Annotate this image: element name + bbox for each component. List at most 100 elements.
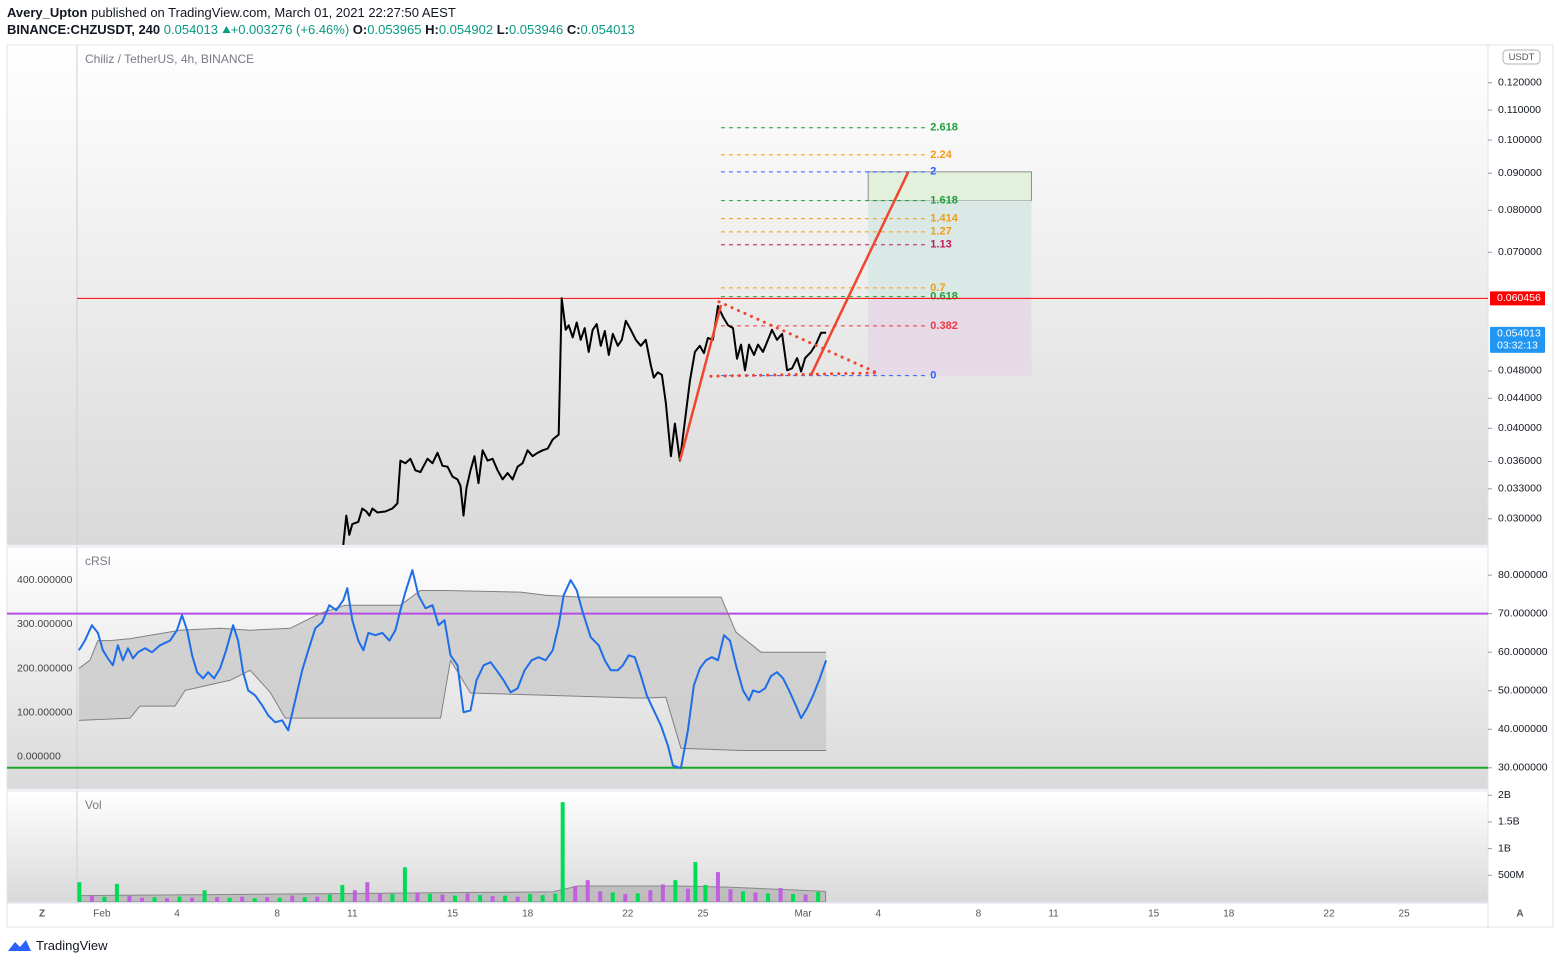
y-tick-label: 50.000000 [1498, 685, 1548, 697]
pane-title: cRSI [85, 554, 111, 568]
x-tick-label: 22 [1323, 909, 1335, 920]
fib-label: 2 [930, 166, 936, 178]
x-tick-label: 4 [875, 909, 881, 920]
volume-bar [327, 894, 332, 902]
band-line [78, 590, 827, 669]
price-label: 0.060456 [1497, 292, 1541, 304]
y-tick-label: 0.120000 [1498, 77, 1542, 89]
y-tick-label: 0.070000 [1498, 246, 1542, 258]
ohlc-value: 0.054902 [438, 22, 494, 37]
volume-bar [365, 882, 370, 902]
ohlc-value: 0.054013 [580, 22, 635, 37]
volume-bar [127, 896, 132, 902]
x-tick-label: 18 [522, 909, 534, 920]
y2-tick-label: 400.000000 [17, 574, 73, 586]
x-tick-label: 11 [1048, 909, 1059, 920]
volume-bar [89, 895, 94, 902]
y-tick-label: 0.044000 [1498, 392, 1542, 404]
volume-bar [440, 894, 445, 902]
volume-bar [573, 885, 578, 902]
volume-bar [693, 861, 698, 902]
volume-bar [227, 897, 232, 902]
last-price: 0.054013 [163, 22, 218, 37]
x-tick-label: 18 [1223, 909, 1235, 920]
y-tick-label: 500M [1498, 869, 1524, 881]
volume-bar [515, 896, 520, 902]
fib-label: 1.414 [930, 213, 958, 225]
volume-bar [791, 893, 796, 902]
fib-label: 2.24 [930, 149, 952, 161]
volume-bar [528, 893, 533, 902]
x-tick-label: 4 [174, 909, 180, 920]
y-tick-label: 60.000000 [1498, 646, 1548, 658]
x-tick-label: 25 [697, 909, 709, 920]
x-tick-label: 11 [347, 909, 358, 920]
pane-plot [7, 547, 1488, 789]
last-price-label: 0.054013 [1497, 328, 1541, 340]
volume-bar [503, 895, 508, 902]
y-tick-label: 1B [1498, 842, 1511, 854]
y2-tick-label: 300.000000 [17, 618, 73, 630]
volume-bar [540, 895, 545, 902]
unit-box [1502, 49, 1541, 65]
volume-bar [715, 872, 720, 902]
y-tick-label: 0.110000 [1498, 104, 1541, 116]
volume-bar [610, 892, 615, 902]
fib-label: 1.13 [930, 239, 951, 251]
ohlc-label: H: [425, 22, 439, 37]
volume-bar [803, 894, 808, 902]
brand: TradingView [36, 937, 108, 953]
x-tick-label: 25 [1399, 909, 1411, 920]
unit-label: USDT [1509, 52, 1535, 63]
x-tick-label: Mar [794, 909, 812, 920]
change: +0.003276 (+6.46%) [230, 22, 350, 37]
volume-bar [165, 898, 170, 902]
trend-line [678, 304, 723, 461]
volume-bar [478, 895, 483, 902]
volume-bar [202, 890, 207, 902]
volume-bar [585, 880, 590, 902]
fib-label: 0.618 [930, 290, 958, 302]
volume-bar [728, 889, 733, 902]
price-axis [1487, 44, 1554, 928]
volume-bar [265, 897, 270, 902]
y2-tick-label: 0.000000 [17, 751, 61, 763]
volume-bar [465, 893, 470, 902]
x-tick-label: 8 [274, 909, 280, 920]
volume-bar [152, 897, 157, 902]
band-line [78, 659, 827, 751]
volume-bar [302, 897, 307, 902]
volume-bar [598, 891, 603, 902]
series-line [342, 297, 827, 545]
volume-bar [252, 898, 257, 902]
pane-plot [76, 791, 827, 902]
x-tick-label: 15 [447, 909, 459, 920]
x-tick-label: 22 [622, 909, 634, 920]
fib-label: 0 [930, 369, 936, 381]
author: Avery_Upton [7, 5, 88, 20]
pane-title: Vol [85, 798, 102, 812]
y-tick-label: 0.040000 [1498, 422, 1542, 434]
y2-tick-label: 100.000000 [17, 706, 73, 718]
y-tick-label: 0.036000 [1498, 455, 1542, 467]
header: Avery_Upton published on TradingView.com… [7, 4, 635, 38]
volume-bar [685, 888, 690, 902]
volume-bar [660, 884, 665, 902]
volume-bar [377, 893, 382, 902]
trend-line [809, 171, 910, 376]
y-tick-label: 0.100000 [1498, 134, 1542, 146]
volume-bar [427, 893, 432, 902]
button: Z [39, 909, 45, 920]
band-fill [78, 590, 827, 751]
position-zone [868, 200, 1032, 298]
volume-bar [177, 896, 182, 902]
volume-bar [740, 891, 745, 902]
y-tick-label: 70.000000 [1498, 607, 1548, 619]
volume-bar [753, 892, 758, 902]
series-line [78, 569, 828, 770]
volume-bar [402, 867, 407, 902]
countdown-label: 03:32:13 [1497, 340, 1538, 352]
volume-bar [240, 896, 245, 902]
